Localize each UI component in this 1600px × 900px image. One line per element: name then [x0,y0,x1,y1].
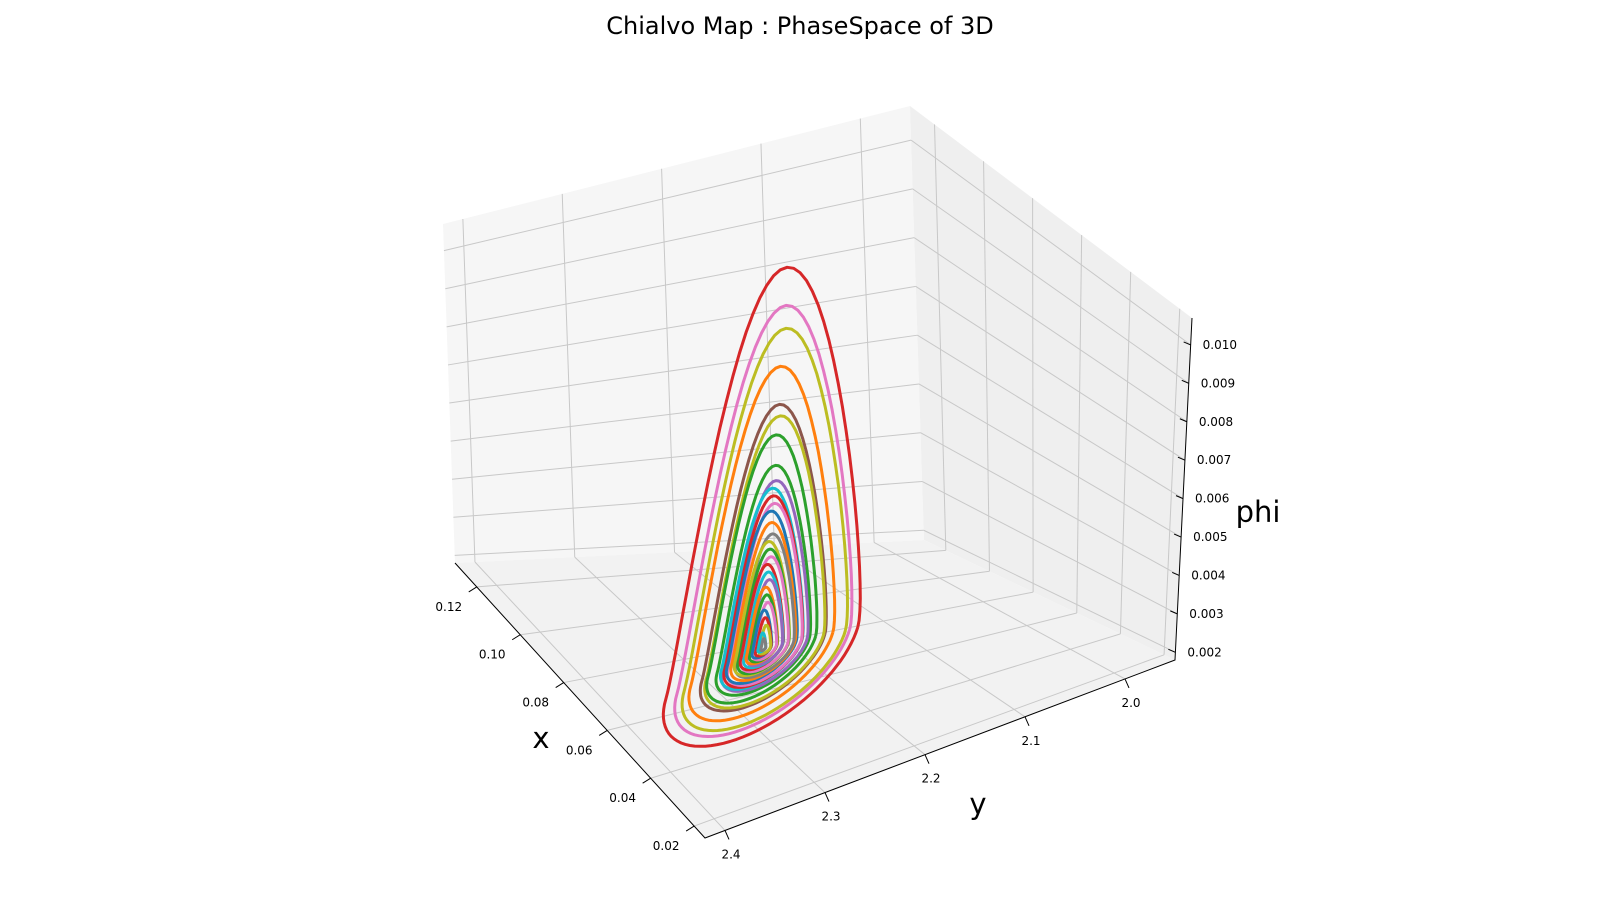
z-axis-label: phi [1236,495,1281,529]
grid-line [1163,308,1181,655]
z-tick-label: 0.005 [1193,530,1227,544]
z-tick-label: 0.002 [1187,645,1221,659]
grid-line [474,561,726,831]
x-tick-label: 0.12 [435,600,462,614]
grid-line [921,481,1178,615]
trajectory-orbit [687,364,837,723]
grid-line [446,237,915,328]
tick-mark [724,830,730,840]
z-tick-label: 0.008 [1199,415,1233,429]
trajectory-orbit [661,265,862,748]
tick-mark [685,825,695,832]
axis-lines [454,317,1193,839]
grid-line [561,193,576,558]
grid-line [915,286,1186,461]
grid-line [1119,271,1132,634]
grid-line [917,334,1184,500]
back-pane-left [443,106,924,563]
tick-mark [468,586,478,593]
grid-lines [443,118,1191,840]
tick-mark [598,729,608,736]
y-axis-ticks: 2.4 2.3 2.2 2.1 2.0 [721,696,1140,861]
grid-line [447,285,916,366]
y-tick-label: 2.1 [1021,734,1040,748]
grid-line [607,612,1077,731]
tick-mark [1181,379,1189,384]
grid-line [1032,198,1034,593]
grid-line [920,432,1180,576]
x-axis-ticks: 0.12 0.10 0.08 0.06 0.04 0.02 [435,600,679,853]
tick-mark [1024,716,1030,727]
trajectory-orbit [673,303,854,738]
tick-mark [1172,572,1180,576]
z-tick-label: 0.003 [1189,607,1223,621]
grid-line [476,549,946,588]
trajectory-orbit [759,637,768,653]
tick-mark [924,754,930,764]
trajectory [661,265,862,748]
tick-mark [1168,648,1176,653]
trajectory-orbit [714,463,813,697]
chart-title: Chialvo Map : PhaseSpace of 3D [606,12,993,40]
z-tick-label: 0.009 [1201,376,1235,390]
grid-line [462,218,476,563]
tick-mark [555,682,564,688]
y-axis-label: y [969,787,986,821]
grid-line [910,139,1191,346]
grid-line [923,529,1176,653]
x-axis-label: x [532,721,549,755]
back-pane-right [910,106,1192,660]
grid-line [563,591,1034,684]
grid-line [443,139,912,252]
z-axis-ticks: 0.002 0.003 0.004 0.005 0.006 0.007 0.00… [1187,338,1237,659]
grid-line [913,237,1188,423]
tick-mark [1177,456,1186,461]
grid-line [912,188,1190,384]
trajectory-orbit [705,433,819,705]
tick-mark [1179,418,1188,423]
grid-line [451,432,921,480]
z-tick-label: 0.006 [1195,492,1229,506]
y-tick-label: 2.4 [721,847,740,861]
x-tick-label: 0.08 [522,696,549,710]
tick-mark [1170,610,1178,615]
grid-line [445,188,913,290]
tick-mark [1124,678,1130,689]
grid-line [918,383,1182,538]
grid-line [859,118,875,543]
x-tick-label: 0.06 [566,743,593,757]
x-tick-label: 0.02 [653,839,680,853]
z-tick-label: 0.004 [1191,568,1225,582]
grid-line [661,168,676,553]
y-tick-label: 2.3 [821,810,840,824]
grid-line [693,654,1165,827]
y-tick-label: 2.2 [921,772,940,786]
z-tick-label: 0.007 [1197,453,1231,467]
grid-line [873,542,1126,680]
tick-mark [824,792,830,802]
grid-line [983,161,990,572]
grid-line [934,124,947,551]
grid-line [574,556,826,793]
x-tick-label: 0.10 [479,648,506,662]
tick-mark [642,777,651,784]
y-tick-label: 2.0 [1121,696,1140,710]
grid-line [454,529,924,556]
z-tick-label: 0.010 [1203,338,1237,352]
trajectory-orbit [680,326,849,733]
grid-line [1076,235,1083,614]
tick-mark [1183,341,1191,346]
tick-mark [511,634,521,641]
tick-mark [1175,495,1184,500]
grid-line [650,633,1121,779]
tick-mark [1173,533,1182,538]
grid-line [449,334,918,404]
x-tick-label: 0.04 [609,791,636,805]
